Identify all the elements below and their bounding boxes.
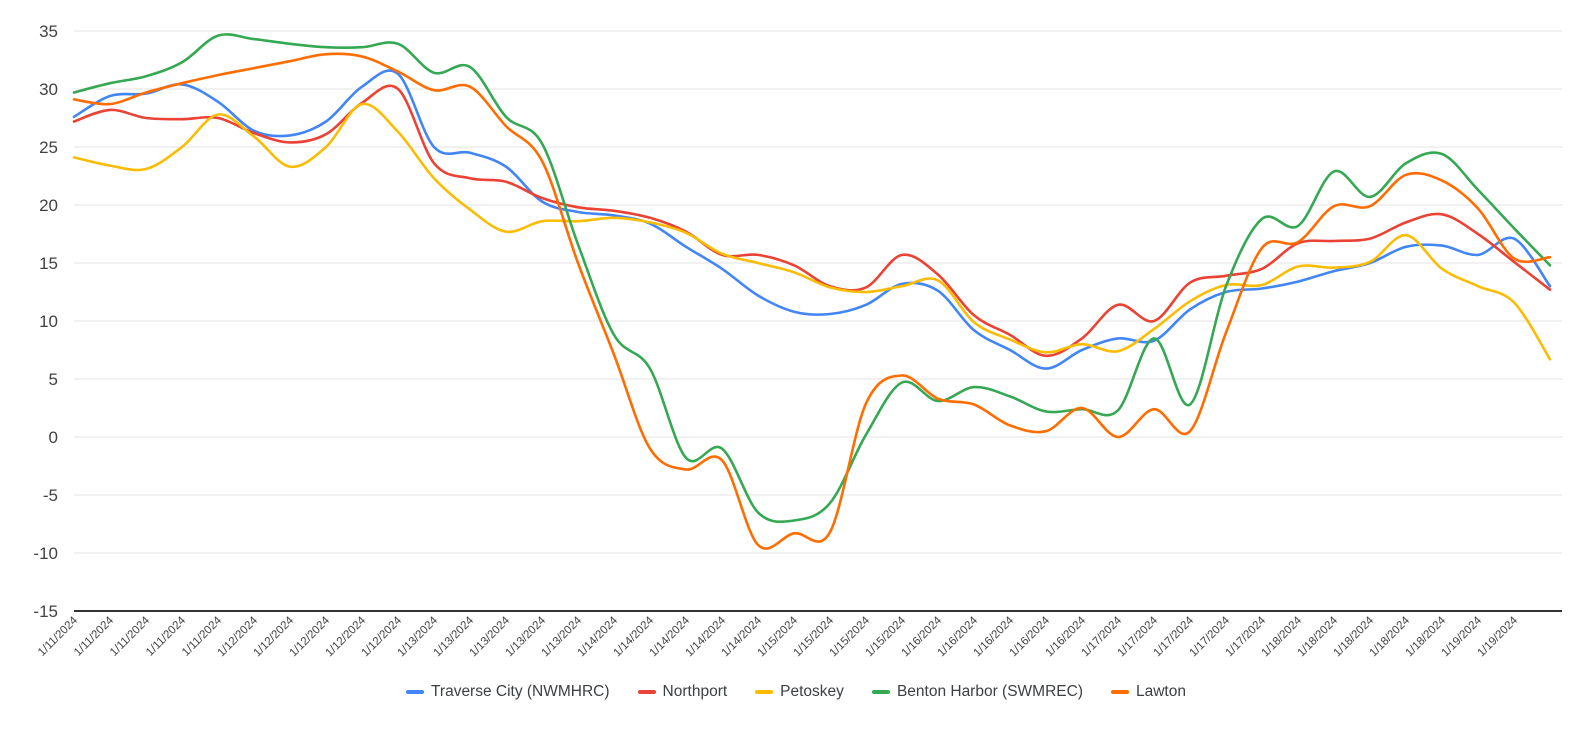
- y-axis-tick-label: -5: [43, 486, 58, 505]
- legend-item-benton-harbor-swmrec[interactable]: Benton Harbor (SWMREC): [871, 683, 1083, 700]
- y-axis-tick-label: 20: [39, 196, 58, 215]
- legend-item-traverse-city-nwmhrc[interactable]: Traverse City (NWMHRC): [406, 684, 610, 700]
- series-line-traverse-city-nwmhrc: [72, 69, 1552, 370]
- y-axis-tick-label: 30: [39, 80, 58, 99]
- y-axis-tick-label: -15: [33, 602, 58, 621]
- legend-swatch: [755, 690, 774, 694]
- legend-swatch: [871, 690, 890, 694]
- series-line-northport: [72, 84, 1552, 358]
- legend-label: Benton Harbor (SWMREC): [896, 683, 1083, 700]
- legend-item-petoskey[interactable]: Petoskey: [755, 684, 844, 700]
- legend-item-northport[interactable]: Northport: [637, 683, 728, 700]
- y-axis-tick-label: 5: [49, 370, 58, 389]
- legend-label: Petoskey: [780, 683, 844, 700]
- y-axis-tick-label: 10: [39, 312, 58, 331]
- y-axis-tick-label: -10: [33, 544, 58, 563]
- series-line-petoskey: [72, 102, 1552, 361]
- y-axis-tick-label: 25: [39, 138, 58, 157]
- legend-swatch: [1110, 690, 1129, 694]
- chart-legend: Traverse City (NWMHRC) Northport Petoskey B…: [0, 684, 1592, 700]
- y-axis-tick-label: 15: [39, 254, 58, 273]
- series-line-lawton: [72, 52, 1552, 550]
- legend-label: Traverse City (NWMHRC): [431, 683, 610, 700]
- legend-label: Lawton: [1135, 683, 1186, 700]
- y-axis-tick-label: 0: [49, 428, 58, 447]
- legend-label: Northport: [662, 683, 728, 700]
- x-axis-tick-label: 1/19/2024: [1475, 614, 1520, 659]
- series-line-benton-harbor-swmrec: [72, 33, 1552, 524]
- y-axis-tick-label: 35: [39, 22, 58, 41]
- legend-swatch: [637, 690, 656, 694]
- legend-item-lawton[interactable]: Lawton: [1110, 683, 1186, 700]
- legend-swatch: [406, 690, 425, 694]
